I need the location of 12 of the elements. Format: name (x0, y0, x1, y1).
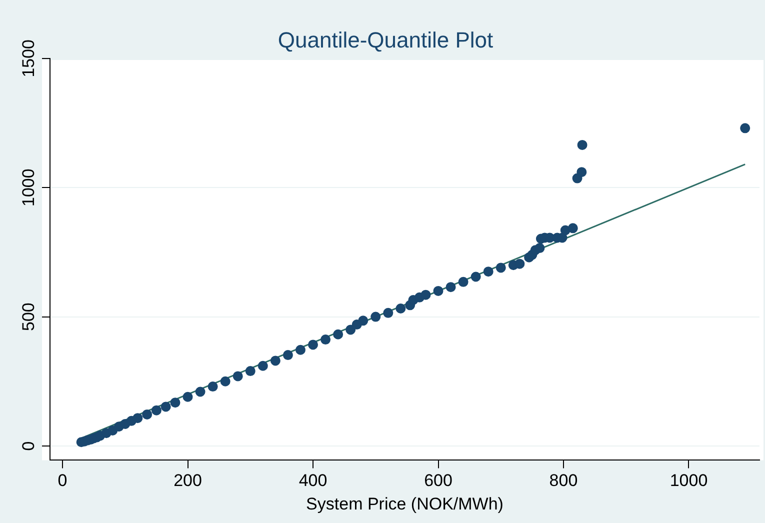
y-tick-label: 500 (19, 302, 38, 331)
x-tick-label: 200 (174, 471, 202, 490)
x-tick-label: 0 (58, 471, 68, 490)
x-tick-label: 800 (549, 471, 578, 490)
x-axis-title: System Price (NOK/MWh) (306, 494, 504, 514)
x-tick-label: 1000 (670, 471, 708, 490)
y-tick-label: 1500 (19, 39, 38, 78)
y-tick-label: 0 (19, 441, 38, 451)
y-tick-label: 1000 (19, 168, 38, 207)
x-tick-label: 400 (298, 471, 328, 490)
x-tick-label: 600 (424, 471, 452, 490)
chart-title: Quantile-Quantile Plot (278, 27, 494, 52)
